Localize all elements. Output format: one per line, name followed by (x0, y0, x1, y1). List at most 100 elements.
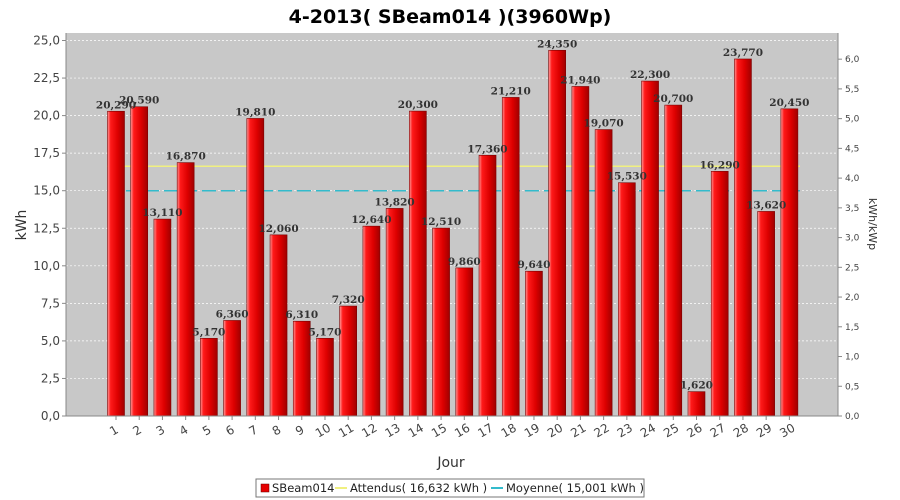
data-label-5: 5,170 (192, 326, 225, 338)
data-label-9: 6,310 (285, 309, 318, 321)
bar-1 (107, 110, 125, 417)
y-right-tick-label-3: 1,5 (845, 323, 859, 333)
x-tick-label-3: 3 (154, 423, 168, 439)
x-tick-label-1: 1 (107, 423, 121, 439)
y-tick-label-6: 15,0 (33, 184, 60, 198)
y-tick-label-9: 22,5 (33, 71, 60, 85)
y-ticks-left: 0,0 2,5 5,0 7,5 10,0 12,5 15,0 17,5 20,0 22,5 25,0 (33, 34, 66, 423)
data-label-4: 16,870 (166, 151, 206, 163)
bar-12 (362, 225, 381, 417)
bar-6 (223, 320, 241, 417)
data-label-16: 9,860 (448, 256, 481, 268)
y-right-tick-label-9: 4,5 (845, 144, 859, 154)
y-tick-label-5: 12,5 (33, 221, 60, 235)
bar-25 (664, 104, 683, 417)
bar-16 (455, 267, 474, 417)
chart-title: 4-2013( SBeam014 )(3960Wp) (289, 6, 612, 28)
y-right-tick-label-8: 4,0 (845, 174, 860, 184)
x-tick-label-20: 20 (545, 421, 565, 441)
x-tick-label-10: 10 (313, 421, 333, 441)
bar-28 (734, 58, 752, 417)
x-tick-label-12: 12 (359, 421, 379, 441)
y-right-tick-label-1: 0,5 (845, 382, 859, 392)
bar-11 (339, 305, 358, 417)
y-tick-label-8: 20,0 (33, 109, 60, 123)
x-tick-label-27: 27 (708, 421, 728, 441)
x-tick-label-2: 2 (130, 423, 144, 439)
y-right-tick-label-7: 3,5 (845, 204, 859, 214)
data-label-2: 20,590 (119, 95, 159, 107)
bar-3 (153, 218, 172, 417)
x-tick-label-21: 21 (568, 421, 588, 441)
y-tick-label-0: 0,0 (41, 409, 60, 423)
x-tick-label-4: 4 (177, 423, 191, 439)
data-label-24: 22,300 (630, 69, 670, 81)
data-label-28: 23,770 (723, 47, 763, 59)
data-label-23: 15,530 (607, 171, 647, 183)
data-label-15: 12,510 (421, 216, 461, 228)
data-label-7: 19,810 (235, 106, 275, 118)
data-label-29: 13,620 (746, 199, 786, 211)
data-label-20: 24,350 (537, 38, 577, 50)
data-label-13: 13,820 (375, 196, 415, 208)
x-tick-label-16: 16 (452, 421, 472, 441)
data-label-1: 20,290 (96, 99, 136, 111)
x-tick-label-29: 29 (754, 421, 774, 441)
bar-14 (409, 110, 427, 417)
x-tick-label-11: 11 (336, 421, 356, 441)
y-tick-label-7: 17,5 (33, 146, 60, 160)
data-label-22: 19,070 (584, 118, 624, 130)
plot-area (66, 33, 838, 416)
bar-2 (130, 106, 149, 417)
x-tick-label-30: 30 (777, 421, 797, 441)
legend-label-sbeam: SBeam014 (272, 481, 334, 495)
bar-17 (478, 154, 497, 417)
y-tick-label-3: 7,5 (41, 296, 60, 310)
bar-10 (316, 338, 334, 417)
bar-21 (571, 86, 590, 417)
bar-29 (757, 211, 775, 417)
bar-24 (641, 80, 659, 417)
data-label-17: 17,360 (467, 143, 507, 155)
y-right-tick-label-4: 2,0 (845, 293, 860, 303)
legend-label-moyenne: Moyenne( 15,001 kWh ) (506, 481, 644, 495)
legend-box (255, 478, 645, 498)
x-tick-label-18: 18 (499, 421, 519, 441)
data-label-18: 21,210 (491, 85, 531, 97)
x-ticks: 1 2 3 4 5 6 7 8 9 10 11 12 13 14 15 16 17 18 19 20 21 22 23 24 2… (107, 416, 797, 440)
x-tick-label-23: 23 (615, 421, 635, 441)
y-right-tick-label-11: 5,5 (845, 85, 859, 95)
y-tick-label-2: 5,0 (41, 334, 60, 348)
data-label-6: 6,360 (216, 308, 249, 320)
x-tick-label-24: 24 (638, 421, 658, 441)
bar-4 (176, 162, 195, 417)
y-ticks-right: 0,0 0,5 1,0 1,5 2,0 2,5 3,0 3,5 4,0 4,5 5,0 5,5 6,0 (838, 55, 860, 422)
x-tick-label-14: 14 (406, 421, 426, 441)
data-label-14: 20,300 (398, 99, 438, 111)
legend-label-attendus: Attendus( 16,632 kWh ) (350, 481, 487, 495)
y-tick-label-4: 10,0 (33, 259, 60, 273)
data-label-30: 20,450 (769, 97, 809, 109)
bar-27 (710, 171, 729, 417)
y-right-tick-label-5: 2,5 (845, 263, 859, 273)
legend: SBeam014 Attendus( 16,632 kWh ) Moyenne(… (255, 478, 645, 498)
data-label-3: 13,110 (142, 207, 182, 219)
x-tick-label-25: 25 (661, 421, 681, 441)
x-tick-label-7: 7 (247, 423, 261, 439)
y-right-tick-label-6: 3,0 (845, 234, 860, 244)
bar-30 (780, 108, 799, 417)
x-tick-label-5: 5 (200, 423, 214, 439)
x-axis-label: Jour (436, 455, 465, 471)
x-tick-label-13: 13 (383, 421, 403, 441)
data-label-10: 5,170 (309, 326, 342, 338)
bar-13 (385, 208, 404, 417)
bar-23 (618, 182, 636, 417)
x-tick-label-8: 8 (270, 423, 284, 439)
x-tick-label-28: 28 (731, 421, 751, 441)
reference-lines (107, 165, 800, 192)
data-label-12: 12,640 (351, 214, 391, 226)
data-label-25: 20,700 (653, 93, 693, 105)
data-label-21: 21,940 (560, 74, 600, 86)
